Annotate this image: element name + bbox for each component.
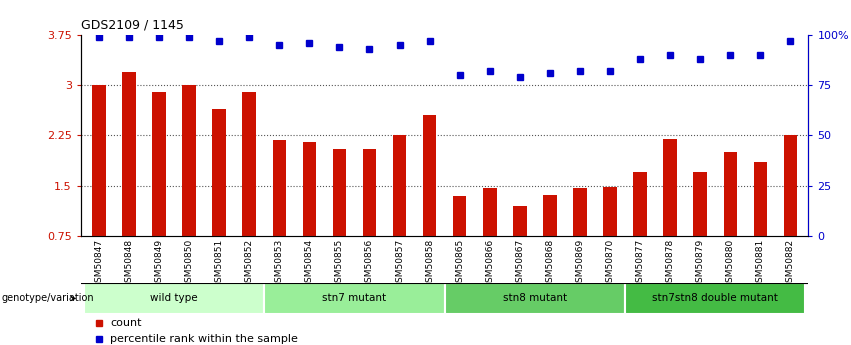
- Bar: [483, 188, 496, 236]
- Text: GSM50855: GSM50855: [335, 239, 344, 288]
- Text: GSM50847: GSM50847: [94, 239, 103, 288]
- Bar: [543, 195, 557, 236]
- Bar: [723, 152, 737, 236]
- Text: GSM50856: GSM50856: [365, 239, 374, 288]
- Text: GSM50854: GSM50854: [305, 239, 314, 288]
- Bar: [784, 136, 797, 236]
- Text: GSM50869: GSM50869: [575, 239, 585, 288]
- Text: GSM50882: GSM50882: [786, 239, 795, 288]
- Bar: [123, 71, 135, 236]
- Text: GSM50879: GSM50879: [696, 239, 705, 288]
- Text: GSM50881: GSM50881: [756, 239, 765, 288]
- Text: stn7 mutant: stn7 mutant: [323, 294, 386, 303]
- Bar: [694, 172, 707, 236]
- Text: GSM50870: GSM50870: [606, 239, 614, 288]
- Text: GSM50858: GSM50858: [426, 239, 434, 288]
- Bar: [272, 140, 286, 236]
- Text: GSM50867: GSM50867: [516, 239, 524, 288]
- Bar: [625, 283, 805, 314]
- Text: stn8 mutant: stn8 mutant: [503, 294, 567, 303]
- Bar: [574, 188, 586, 236]
- Text: GSM50849: GSM50849: [155, 239, 163, 288]
- Text: GSM50877: GSM50877: [636, 239, 644, 288]
- Text: percentile rank within the sample: percentile rank within the sample: [110, 334, 298, 344]
- Bar: [453, 196, 466, 236]
- Text: GSM50851: GSM50851: [214, 239, 224, 288]
- Bar: [754, 162, 767, 236]
- Text: GDS2109 / 1145: GDS2109 / 1145: [81, 19, 184, 32]
- Text: stn7stn8 double mutant: stn7stn8 double mutant: [653, 294, 778, 303]
- Bar: [152, 92, 166, 236]
- Text: genotype/variation: genotype/variation: [2, 294, 94, 303]
- Bar: [633, 172, 647, 236]
- Text: GSM50852: GSM50852: [245, 239, 254, 288]
- Text: GSM50848: GSM50848: [124, 239, 134, 288]
- Text: GSM50865: GSM50865: [455, 239, 464, 288]
- Text: wild type: wild type: [151, 294, 198, 303]
- Text: GSM50866: GSM50866: [485, 239, 494, 288]
- Bar: [182, 85, 196, 236]
- Bar: [84, 283, 265, 314]
- Text: GSM50857: GSM50857: [395, 239, 404, 288]
- Text: GSM50878: GSM50878: [665, 239, 675, 288]
- Bar: [444, 283, 625, 314]
- Text: count: count: [110, 318, 141, 328]
- Bar: [303, 142, 316, 236]
- Text: GSM50853: GSM50853: [275, 239, 283, 288]
- Bar: [363, 149, 376, 236]
- Text: GSM50850: GSM50850: [185, 239, 193, 288]
- Text: GSM50880: GSM50880: [726, 239, 734, 288]
- Bar: [423, 115, 437, 236]
- Bar: [513, 206, 527, 236]
- Bar: [265, 283, 444, 314]
- Text: GSM50868: GSM50868: [545, 239, 554, 288]
- Bar: [92, 85, 106, 236]
- Bar: [603, 187, 617, 236]
- Bar: [664, 139, 677, 236]
- Bar: [213, 109, 226, 236]
- Bar: [333, 149, 346, 236]
- Bar: [393, 136, 406, 236]
- Bar: [243, 92, 256, 236]
